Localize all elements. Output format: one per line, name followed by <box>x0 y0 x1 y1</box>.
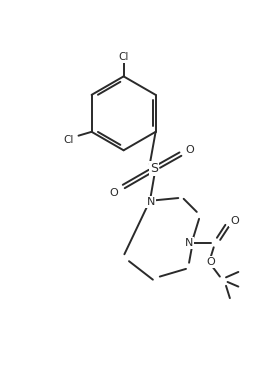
Text: Cl: Cl <box>63 135 74 145</box>
Text: O: O <box>206 257 215 267</box>
Text: S: S <box>150 162 158 175</box>
Text: N: N <box>146 197 155 207</box>
Text: N: N <box>185 238 193 248</box>
Text: O: O <box>230 216 239 226</box>
Text: O: O <box>109 188 118 198</box>
Text: O: O <box>185 145 194 155</box>
Text: Cl: Cl <box>119 52 129 62</box>
